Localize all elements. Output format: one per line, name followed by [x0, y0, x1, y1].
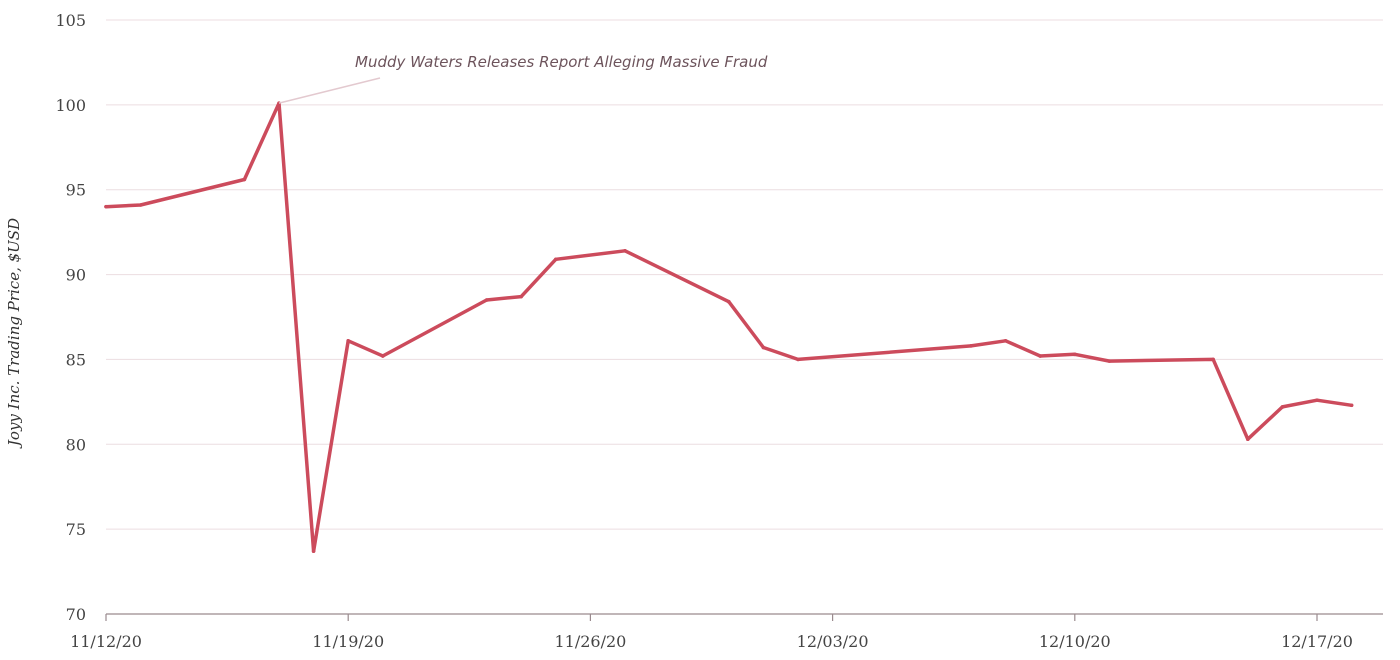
data-point [1038, 354, 1042, 358]
data-point [1349, 403, 1354, 408]
data-point [1246, 437, 1250, 441]
annotation-leader-line [278, 77, 381, 104]
data-point [969, 344, 973, 348]
data-point [796, 357, 800, 362]
data-point [761, 345, 766, 350]
data-point [623, 249, 627, 253]
data-point [1107, 359, 1112, 363]
data-point [519, 294, 523, 299]
data-point [346, 338, 351, 343]
gridlines [106, 19, 1383, 530]
x-tick-label: 12/17/20 [1281, 632, 1353, 651]
data-point [1211, 357, 1215, 362]
data-point [554, 257, 558, 262]
data-point [381, 354, 385, 358]
series-line-0 [104, 101, 1354, 553]
data-point [1003, 338, 1008, 343]
y-tick-label-80: 80 [66, 435, 86, 454]
data-point [311, 549, 316, 554]
y-axis-label: Joyy Inc. Trading Price, $USD [5, 218, 23, 449]
data-point [242, 177, 247, 182]
annotation-label: Muddy Waters Releases Report Alleging Ma… [355, 53, 768, 71]
x-tick-label: 11/12/20 [70, 632, 142, 651]
x-axis-ticks: 11/12/20 11/19/20 11/26/20 12/03/20 12/10/20… [70, 614, 1353, 651]
series-layer [104, 101, 1354, 554]
data-point [727, 299, 731, 304]
x-tick-label: 11/19/20 [312, 632, 384, 651]
y-tick-label-95: 95 [66, 181, 86, 200]
y-tick-label-100: 100 [55, 96, 86, 115]
data-point [1073, 352, 1077, 357]
x-tick-label: 11/26/20 [554, 632, 626, 651]
data-point [1315, 398, 1319, 402]
x-tick-label: 12/03/20 [797, 632, 869, 651]
y-axis-ticks: 70 75 80 85 90 95 100 105 [55, 11, 86, 624]
y-tick-label-75: 75 [66, 520, 86, 539]
annotation-layer: Muddy Waters Releases Report Alleging Ma… [278, 53, 768, 104]
x-tick-label: 12/10/20 [1039, 632, 1111, 651]
data-point [484, 298, 489, 302]
data-point [1280, 405, 1285, 409]
y-tick-label-105: 105 [55, 11, 86, 30]
y-tick-label-70: 70 [66, 605, 86, 624]
y-tick-label-85: 85 [66, 350, 86, 369]
y-tick-label-90: 90 [66, 266, 86, 285]
data-point [138, 203, 143, 207]
data-point [104, 204, 108, 209]
